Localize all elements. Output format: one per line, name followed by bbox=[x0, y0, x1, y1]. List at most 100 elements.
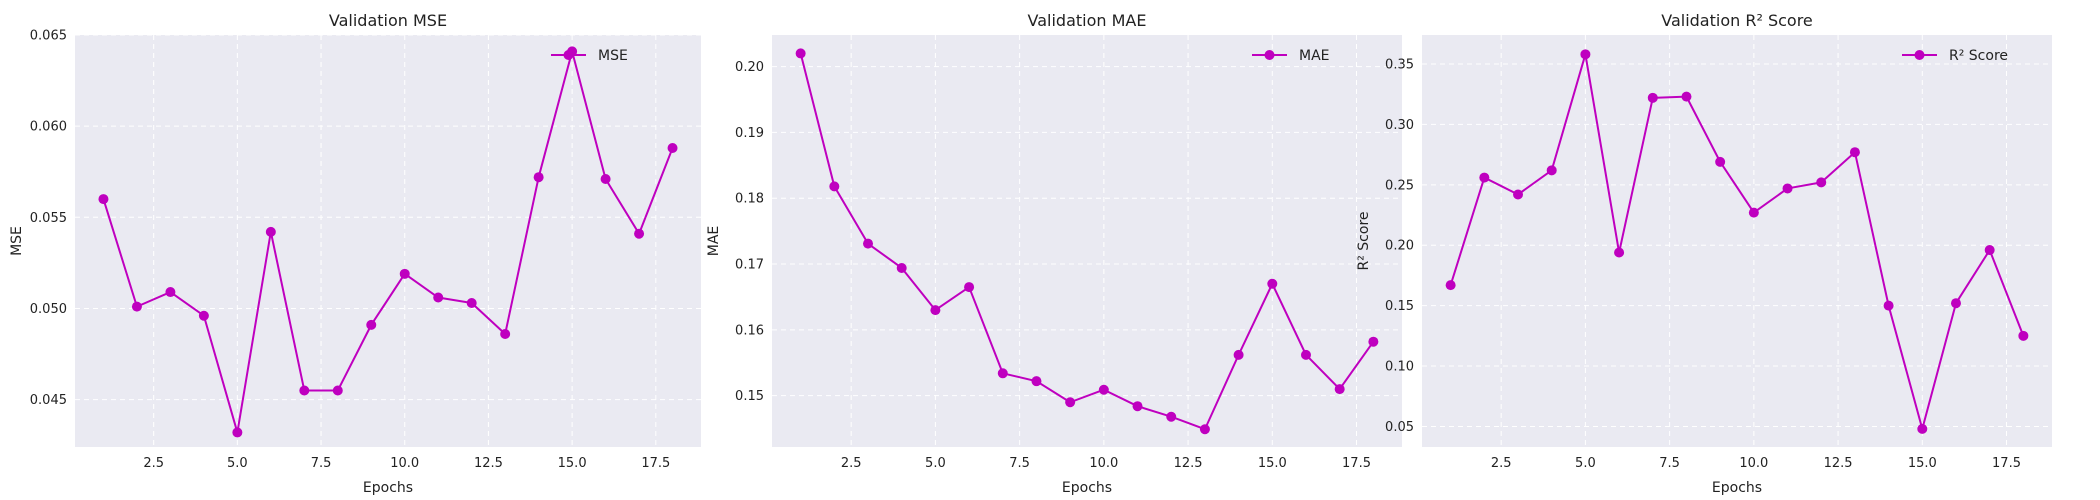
data-point bbox=[500, 328, 511, 339]
legend-marker bbox=[1914, 50, 1925, 60]
x-tick-label: 12.5 bbox=[1824, 456, 1853, 471]
data-point bbox=[1950, 298, 1961, 309]
chart-panel-2: 2.5 5.0 7.5 10.0 12.5 15.0 17.5 0.15 0.16 0.17 0.1… bbox=[706, 11, 1402, 496]
data-point bbox=[1098, 384, 1109, 395]
x-axis-label: Epochs bbox=[1712, 480, 1762, 496]
data-point bbox=[165, 287, 176, 298]
x-tick-label: 17.5 bbox=[1992, 456, 2021, 471]
x-tick-label: 2.5 bbox=[143, 456, 164, 471]
data-point bbox=[1334, 384, 1345, 395]
data-point bbox=[366, 319, 377, 330]
data-point bbox=[1233, 349, 1244, 360]
data-point bbox=[964, 282, 975, 293]
x-axis-label: Epochs bbox=[1062, 480, 1112, 496]
y-tick-label: 0.25 bbox=[1385, 178, 1414, 193]
y-tick-label: 0.20 bbox=[735, 60, 764, 75]
data-point bbox=[399, 268, 410, 279]
x-tick-label: 17.5 bbox=[1342, 456, 1371, 471]
data-point bbox=[795, 48, 806, 59]
legend: MSE bbox=[551, 48, 628, 64]
data-point bbox=[600, 174, 611, 185]
data-point bbox=[98, 194, 109, 205]
data-point bbox=[1031, 376, 1042, 387]
x-tick-label: 12.5 bbox=[1174, 456, 1203, 471]
data-point bbox=[198, 310, 209, 321]
y-tick-label: 0.045 bbox=[30, 393, 67, 408]
legend-label: MSE bbox=[598, 48, 628, 64]
chart-title: Validation MSE bbox=[329, 11, 447, 30]
data-point bbox=[896, 262, 907, 273]
x-tick-label: 5.0 bbox=[227, 456, 248, 471]
data-point bbox=[332, 385, 343, 396]
x-tick-label: 2.5 bbox=[1491, 456, 1512, 471]
series-line bbox=[1449, 53, 2025, 430]
x-tick-label: 15.0 bbox=[1258, 456, 1287, 471]
data-point bbox=[1267, 278, 1278, 289]
data-point bbox=[1782, 183, 1793, 194]
y-tick-label: 0.05 bbox=[1385, 420, 1414, 435]
y-tick-label: 0.30 bbox=[1385, 118, 1414, 133]
data-point bbox=[299, 385, 310, 396]
y-tick-label: 0.10 bbox=[1385, 360, 1414, 375]
data-point bbox=[1546, 165, 1557, 176]
series-line bbox=[799, 53, 1375, 431]
data-point bbox=[1681, 91, 1692, 102]
data-point bbox=[1748, 207, 1759, 218]
x-tick-label: 12.5 bbox=[474, 456, 503, 471]
series-line bbox=[102, 50, 674, 434]
x-tick-label: 15.0 bbox=[558, 456, 587, 471]
data-point bbox=[1513, 189, 1524, 200]
y-tick-label: 0.055 bbox=[30, 211, 67, 226]
legend: MAE bbox=[1252, 48, 1330, 64]
x-tick-label: 7.5 bbox=[311, 456, 332, 471]
y-tick-label: 0.15 bbox=[1385, 299, 1414, 314]
data-point bbox=[1984, 245, 1995, 256]
data-point bbox=[265, 226, 276, 237]
data-point bbox=[1816, 177, 1827, 188]
x-tick-label: 2.5 bbox=[841, 456, 862, 471]
chart-title: Validation MAE bbox=[1028, 11, 1147, 30]
data-point bbox=[1883, 300, 1894, 311]
chart-title: Validation R² Score bbox=[1661, 11, 1813, 30]
x-axis-label: Epochs bbox=[363, 480, 413, 496]
plot-area bbox=[772, 35, 1402, 447]
data-point bbox=[2018, 330, 2029, 341]
data-point bbox=[1300, 349, 1311, 360]
y-tick-label: 0.065 bbox=[30, 29, 67, 44]
data-point bbox=[131, 301, 142, 312]
y-tick-label: 0.19 bbox=[735, 126, 764, 141]
y-tick-label: 0.18 bbox=[735, 192, 764, 207]
y-axis-label: MSE bbox=[9, 226, 25, 256]
data-point bbox=[1479, 172, 1490, 183]
data-point bbox=[930, 305, 941, 316]
data-point bbox=[667, 143, 678, 154]
data-point bbox=[1368, 336, 1379, 347]
legend-label: R² Score bbox=[1949, 48, 2008, 64]
data-point bbox=[1445, 280, 1456, 291]
x-tick-label: 5.0 bbox=[925, 456, 946, 471]
data-point bbox=[1166, 411, 1177, 422]
legend-marker bbox=[1264, 50, 1275, 60]
data-point bbox=[1715, 156, 1726, 167]
x-tick-label: 17.5 bbox=[641, 456, 670, 471]
data-point bbox=[1132, 401, 1143, 412]
data-point bbox=[1580, 49, 1591, 60]
y-tick-label: 0.050 bbox=[30, 302, 67, 317]
y-tick-label: 0.16 bbox=[735, 323, 764, 338]
legend-label: MAE bbox=[1299, 48, 1330, 64]
x-tick-label: 7.5 bbox=[1659, 456, 1680, 471]
legend: R² Score bbox=[1902, 48, 2008, 64]
data-point bbox=[433, 292, 444, 303]
chart-panel-1: 2.5 5.0 7.5 10.0 12.5 15.0 17.5 0.045 0.050 0.055… bbox=[9, 11, 701, 496]
x-tick-label: 7.5 bbox=[1009, 456, 1030, 471]
data-point bbox=[1917, 423, 1928, 434]
data-point bbox=[1849, 147, 1860, 158]
data-point bbox=[829, 181, 840, 192]
plot-area bbox=[75, 35, 701, 447]
data-point bbox=[634, 228, 645, 239]
data-point bbox=[533, 172, 544, 183]
x-tick-label: 10.0 bbox=[390, 456, 419, 471]
x-tick-label: 10.0 bbox=[1739, 456, 1768, 471]
data-point bbox=[863, 238, 874, 249]
